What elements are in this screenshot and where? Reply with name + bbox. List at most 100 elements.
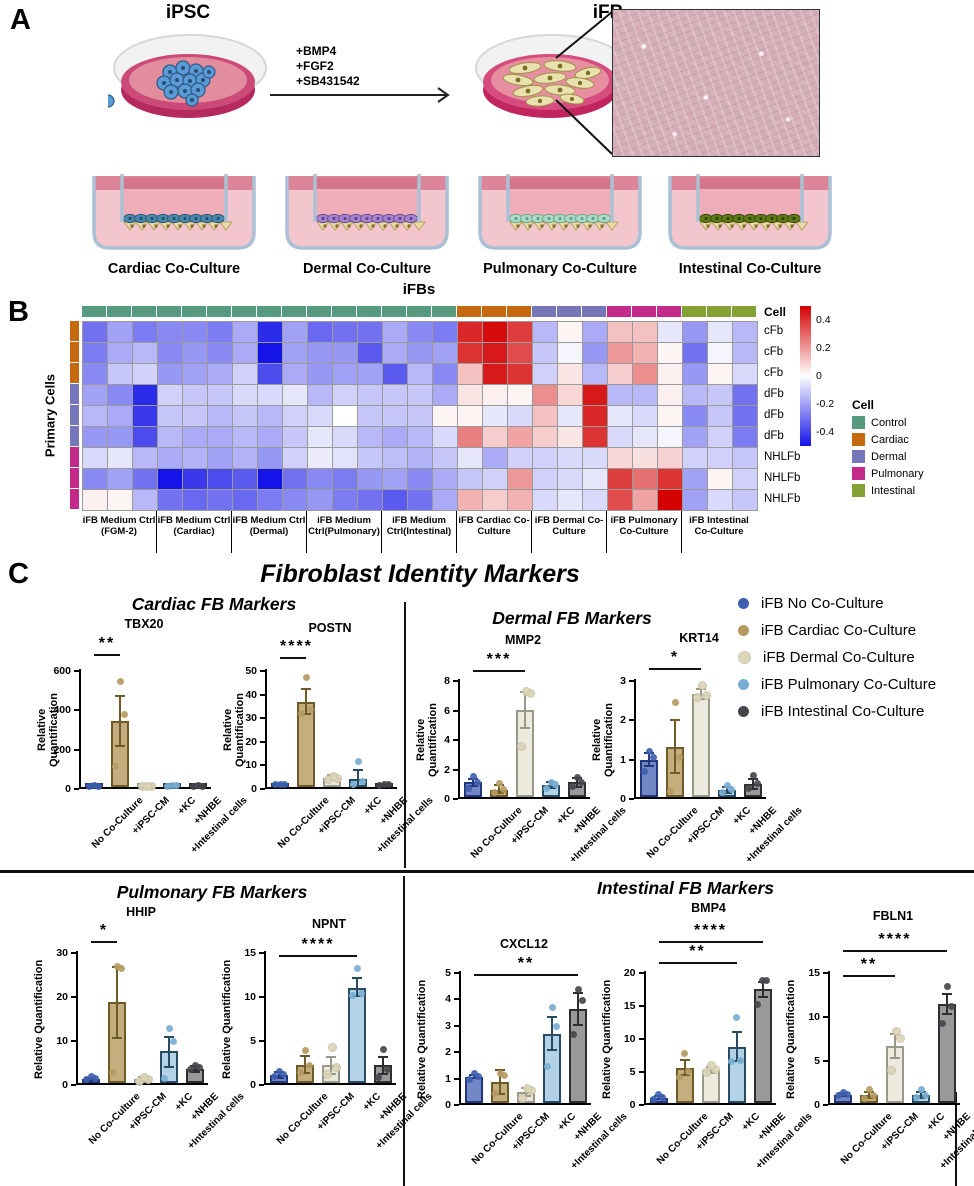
y-tick-mark — [74, 748, 79, 751]
heatmap-cell — [208, 469, 232, 489]
heatmap-cell — [533, 364, 557, 384]
legend-item: iFB Cardiac Co-Culture — [738, 617, 936, 644]
data-point — [349, 781, 357, 789]
data-point — [474, 1073, 482, 1081]
bar-chart-npnt: NPNT **** Relative Quantification 0 5 10 15 No … — [218, 917, 435, 1159]
data-point — [707, 1060, 716, 1070]
y-tick-label: 2 — [445, 1046, 451, 1059]
column-annotation-cell — [357, 306, 381, 317]
cardiac-coculture-well — [92, 174, 256, 250]
heatmap-cell — [158, 343, 182, 363]
error-bar-cap — [274, 1076, 284, 1079]
error-bar-cap — [352, 994, 362, 997]
chart-title: MMP2 — [504, 633, 542, 647]
x-tick-label: +KC — [554, 805, 577, 828]
data-point — [160, 1075, 168, 1083]
heatmap-column-group-labels: iFB Medium Ctrl (FGM-2) iFB Medium Ctrl (… — [82, 511, 756, 553]
heatmap-cell — [583, 322, 607, 342]
data-point — [490, 789, 498, 797]
data-point — [191, 1062, 199, 1070]
colorbar-tick-label: 0.2 — [816, 342, 831, 354]
legend-color-swatch — [852, 433, 865, 446]
data-point — [139, 1072, 149, 1082]
heatmap-cell — [183, 343, 207, 363]
legend-label: iFB Pulmonary Co-Culture — [761, 676, 937, 693]
error-bar-line — [168, 1036, 170, 1067]
error-bar-cap — [572, 785, 582, 788]
error-bar-cap — [164, 1035, 174, 1038]
data-point — [573, 773, 581, 781]
significance-stars: *** — [486, 651, 512, 669]
data-point — [322, 1069, 332, 1079]
heatmap-cell — [258, 364, 282, 384]
heatmap-cell — [583, 406, 607, 426]
significance-stars: * — [99, 922, 109, 940]
y-tick-mark — [71, 1040, 76, 1042]
heatmap-cell — [483, 406, 507, 426]
error-bar-cap — [352, 977, 362, 980]
error-bar-cap — [731, 1031, 742, 1034]
data-point — [676, 1073, 683, 1081]
error-bar-cap — [679, 1059, 690, 1062]
heatmap-cell — [308, 490, 332, 510]
row-annotation-cell — [70, 405, 79, 425]
y-tick-mark — [454, 1024, 459, 1027]
bar — [692, 693, 710, 797]
error-bar-cap — [757, 996, 768, 999]
section-header-pulmonary: Pulmonary FB Markers — [116, 882, 308, 902]
heatmap-cell — [233, 490, 257, 510]
significance-line — [279, 954, 357, 957]
heatmap-cell — [383, 448, 407, 468]
error-bar-line — [683, 1060, 686, 1076]
data-point — [834, 1092, 842, 1100]
chart-plot-area: * — [76, 922, 208, 1087]
data-point — [697, 681, 707, 691]
panel-c-title: Fibroblast Identity Markers — [260, 560, 580, 588]
x-axis-labels: No Co-Culture +iPSC-CM +KC +NHBE +Intestinal… — [645, 799, 810, 873]
heatmap-cell — [308, 448, 332, 468]
heatmap-cell — [258, 406, 282, 426]
heatmap-cell — [408, 427, 432, 447]
chart-title: CXCL12 — [500, 937, 548, 951]
data-point — [737, 1056, 744, 1064]
data-point — [650, 1096, 657, 1104]
heatmap-column-group-label: iFB Intestinal Co-Culture — [681, 511, 756, 553]
heatmap-cell — [258, 343, 282, 363]
heatmap-cell — [608, 448, 632, 468]
data-point — [516, 741, 526, 751]
heatmap-cell — [158, 427, 182, 447]
legend-dot-icon — [738, 651, 751, 664]
heatmap-cell — [658, 448, 682, 468]
heatmap-cell — [83, 427, 107, 447]
heatmap-cell — [83, 322, 107, 342]
heatmap-cell — [683, 406, 707, 426]
y-tick-mark — [453, 709, 458, 712]
heatmap-cell — [233, 406, 257, 426]
column-annotation-cell — [332, 306, 356, 317]
heatmap-cell — [283, 427, 307, 447]
heatmap-cell — [733, 385, 757, 405]
data-point — [469, 772, 477, 780]
y-tick-label: 5 — [445, 967, 451, 979]
data-point — [358, 777, 366, 785]
y-axis-label: Relative Quantification — [591, 703, 615, 777]
heatmap-cell — [183, 448, 207, 468]
error-bar-cap — [86, 1079, 96, 1082]
y-tick-mark — [823, 972, 828, 974]
x-tick-label: +KC — [740, 1111, 763, 1134]
x-tick-label: +KC — [361, 795, 384, 818]
data-point — [331, 1062, 341, 1072]
y-tick-mark — [629, 680, 634, 682]
error-bar-cap — [670, 719, 680, 722]
y-tick-label: 4 — [445, 993, 451, 1006]
y-tick-label: 20 — [623, 967, 636, 979]
heatmap-row-label: NHLFb — [764, 493, 801, 505]
y-tick-mark — [71, 952, 76, 954]
chart-title: KRT14 — [679, 631, 719, 645]
heatmap-legend-item: Intestinal — [852, 484, 924, 497]
significance-stars: ** — [689, 943, 706, 961]
y-tick-mark — [454, 1077, 459, 1080]
error-bar-cap — [748, 788, 758, 791]
data-point — [659, 1094, 666, 1102]
data-point — [577, 778, 585, 786]
